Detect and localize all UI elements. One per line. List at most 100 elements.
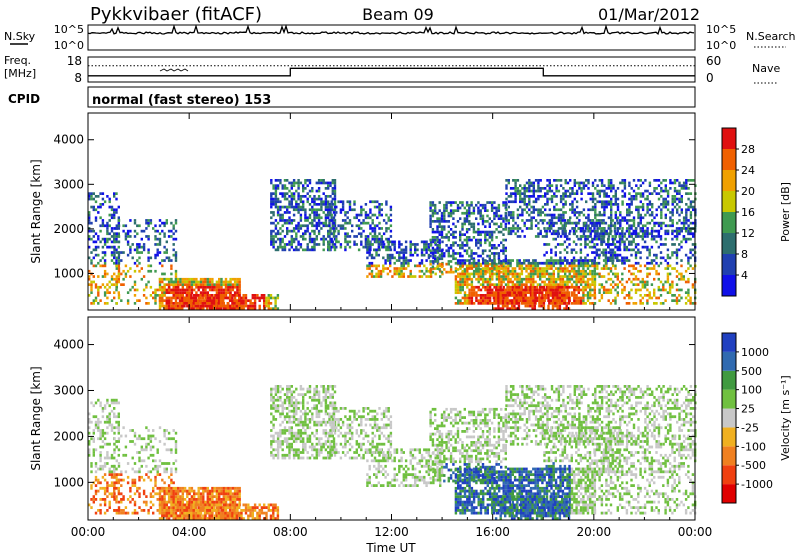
power-cell	[332, 224, 336, 228]
power-cell	[650, 229, 654, 233]
power-cell	[676, 179, 679, 182]
power-cell	[671, 197, 674, 201]
power-cell	[188, 280, 191, 284]
power-cell	[577, 275, 580, 278]
power-cell	[258, 304, 261, 308]
power-cell	[229, 296, 232, 300]
power-cell	[204, 296, 207, 300]
power-cell	[659, 261, 663, 265]
power-cell	[497, 203, 501, 207]
power-cell	[447, 249, 450, 253]
power-cell	[628, 192, 631, 195]
power-cell	[389, 224, 393, 228]
power-cell	[283, 211, 287, 214]
power-cell	[279, 181, 282, 185]
power-cell	[366, 275, 369, 278]
power-cell	[315, 224, 318, 228]
power-cell	[591, 277, 594, 281]
power-cell	[546, 197, 549, 201]
power-cell	[486, 220, 489, 223]
power-cell	[584, 259, 587, 262]
power-cell	[174, 299, 178, 302]
power-cell	[591, 200, 595, 204]
power-cell	[222, 296, 225, 300]
power-cell	[88, 283, 91, 286]
power-cell	[165, 251, 168, 254]
power-cell	[543, 280, 546, 284]
power-cell	[621, 235, 624, 238]
power-cell	[115, 224, 118, 228]
power-cell	[346, 235, 349, 238]
power-cell	[632, 229, 635, 233]
power-cell	[263, 307, 266, 310]
power-cell	[551, 288, 555, 292]
power-cell	[575, 280, 578, 284]
power-cell	[586, 237, 589, 241]
power-cell	[117, 269, 121, 273]
power-cell	[377, 253, 380, 257]
power-cell	[500, 267, 503, 270]
power-cell	[659, 251, 663, 254]
power-cell	[113, 211, 116, 214]
power-cell	[330, 213, 333, 217]
power-cell	[470, 294, 474, 297]
power-cell	[219, 307, 223, 310]
power-cell	[385, 237, 388, 241]
power-cell	[548, 208, 551, 212]
power-cell	[138, 243, 141, 246]
power-cell	[597, 261, 601, 265]
power-cell	[447, 260, 450, 263]
power-cell	[475, 267, 478, 270]
power-cell	[607, 181, 611, 185]
power-cell	[550, 259, 553, 262]
power-cell	[530, 211, 533, 214]
power-cell	[533, 307, 536, 310]
power-cell	[154, 302, 157, 305]
power-cell	[621, 181, 624, 185]
power-cell	[582, 291, 585, 294]
power-cell	[161, 285, 164, 289]
power-cell	[579, 277, 583, 281]
power-cell	[494, 291, 498, 294]
power-cell	[472, 261, 476, 265]
power-cell	[459, 206, 462, 210]
power-cell	[477, 267, 480, 270]
power-cell	[440, 236, 444, 239]
power-cell	[554, 296, 557, 300]
power-cell	[591, 294, 594, 297]
power-cell	[547, 294, 550, 297]
power-cell	[174, 259, 178, 262]
power-cell	[666, 208, 670, 212]
power-cell	[147, 235, 150, 238]
power-cell	[161, 302, 164, 305]
power-cell	[479, 217, 482, 220]
power-cell	[512, 192, 515, 195]
power-cell	[641, 283, 644, 286]
power-cell	[167, 302, 171, 305]
power-cell	[689, 205, 693, 209]
power-cell	[558, 299, 562, 302]
power-cell	[530, 205, 533, 209]
power-cell	[211, 277, 214, 281]
power-cell	[546, 189, 549, 193]
power-cell	[376, 216, 379, 220]
power-cell	[520, 261, 524, 265]
power-cell	[124, 224, 128, 228]
power-cell	[286, 219, 289, 222]
power-cell	[313, 200, 316, 204]
power-cell	[581, 229, 585, 233]
power-cell	[614, 283, 617, 286]
power-cell	[506, 299, 509, 302]
power-cell	[475, 296, 478, 300]
power-cell	[315, 213, 318, 217]
power-cell	[545, 269, 549, 273]
power-cell	[463, 275, 467, 278]
power-cell	[486, 261, 489, 265]
power-cell	[653, 264, 656, 268]
power-cell	[540, 291, 543, 294]
power-cell	[541, 235, 545, 238]
power-cell	[167, 235, 171, 238]
power-cell	[190, 291, 194, 294]
power-cell	[251, 296, 254, 300]
power-cell	[99, 224, 102, 228]
